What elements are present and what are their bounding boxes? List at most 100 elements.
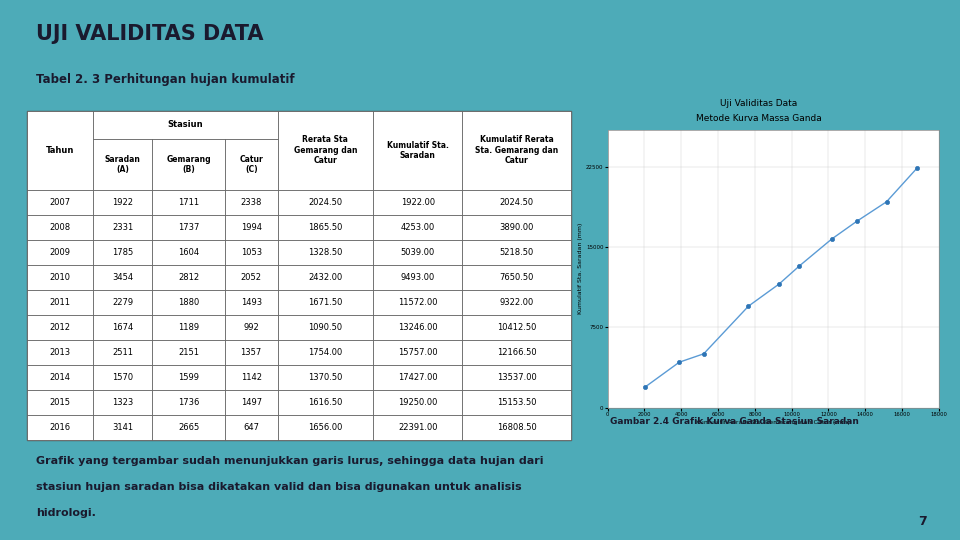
Text: 9322.00: 9322.00 <box>499 298 534 307</box>
Bar <box>277 415 373 440</box>
Text: 16808.50: 16808.50 <box>497 423 537 432</box>
Bar <box>93 390 153 415</box>
Text: 2665: 2665 <box>178 423 199 432</box>
Text: 2151: 2151 <box>178 348 199 357</box>
Text: 1674: 1674 <box>112 323 133 332</box>
Text: 2010: 2010 <box>49 273 70 282</box>
Bar <box>153 390 225 415</box>
Text: 15153.50: 15153.50 <box>497 398 537 407</box>
Bar <box>463 340 571 365</box>
Text: hidrologi.: hidrologi. <box>36 508 96 518</box>
Text: 2009: 2009 <box>49 248 70 257</box>
Bar <box>93 215 153 240</box>
Bar <box>93 340 153 365</box>
Bar <box>153 139 225 190</box>
Bar <box>27 315 93 340</box>
Bar <box>153 215 225 240</box>
Bar <box>153 290 225 315</box>
Text: 2279: 2279 <box>112 298 133 307</box>
Bar <box>93 265 153 290</box>
Bar <box>93 365 153 390</box>
Bar <box>27 365 93 390</box>
Text: 1711: 1711 <box>178 198 199 207</box>
Text: Kumulatif Sta.
Saradan: Kumulatif Sta. Saradan <box>387 140 448 160</box>
Text: 1785: 1785 <box>112 248 133 257</box>
Bar <box>153 415 225 440</box>
Bar <box>225 265 277 290</box>
Bar <box>373 340 463 365</box>
Text: 1497: 1497 <box>241 398 262 407</box>
Bar <box>27 190 93 215</box>
Bar <box>93 139 153 190</box>
Bar <box>277 190 373 215</box>
Text: 1922.00: 1922.00 <box>400 198 435 207</box>
Text: 7: 7 <box>918 515 926 528</box>
Text: 1616.50: 1616.50 <box>308 398 343 407</box>
Bar <box>93 240 153 265</box>
Bar <box>277 390 373 415</box>
Bar <box>225 340 277 365</box>
Text: 13246.00: 13246.00 <box>398 323 438 332</box>
Text: 1604: 1604 <box>178 248 199 257</box>
Bar <box>277 215 373 240</box>
Text: 2012: 2012 <box>49 323 70 332</box>
Text: Tabel 2. 3 Perhitungan hujan kumulatif: Tabel 2. 3 Perhitungan hujan kumulatif <box>36 73 295 86</box>
Text: Uji Validitas Data: Uji Validitas Data <box>720 99 797 108</box>
Text: 2052: 2052 <box>241 273 262 282</box>
Bar <box>27 390 93 415</box>
Text: 2008: 2008 <box>49 223 70 232</box>
Text: Stasiun: Stasiun <box>167 120 204 129</box>
Text: 2331: 2331 <box>112 223 133 232</box>
Bar <box>463 365 571 390</box>
Text: 9493.00: 9493.00 <box>400 273 435 282</box>
Text: 1323: 1323 <box>112 398 133 407</box>
Text: Saradan
(A): Saradan (A) <box>105 154 140 174</box>
Bar <box>93 190 153 215</box>
Bar <box>277 365 373 390</box>
Text: 2432.00: 2432.00 <box>308 273 343 282</box>
Bar <box>225 415 277 440</box>
Text: 2024.50: 2024.50 <box>308 198 343 207</box>
Bar <box>277 290 373 315</box>
Text: UJI VALIDITAS DATA: UJI VALIDITAS DATA <box>36 24 264 44</box>
Text: 1189: 1189 <box>178 323 199 332</box>
Text: 11572.00: 11572.00 <box>398 298 438 307</box>
Bar <box>93 111 277 139</box>
Text: 1671.50: 1671.50 <box>308 298 343 307</box>
Text: 1736: 1736 <box>178 398 200 407</box>
Text: 13537.00: 13537.00 <box>497 373 537 382</box>
Bar <box>225 365 277 390</box>
Y-axis label: Kumulatif Sta. Saradan (mm): Kumulatif Sta. Saradan (mm) <box>578 223 584 314</box>
Bar <box>153 265 225 290</box>
Text: Catur
(C): Catur (C) <box>239 154 263 174</box>
Bar <box>277 240 373 265</box>
Bar <box>373 265 463 290</box>
Text: 2014: 2014 <box>49 373 70 382</box>
Text: 1370.50: 1370.50 <box>308 373 343 382</box>
Bar <box>463 290 571 315</box>
Bar <box>373 315 463 340</box>
Text: 1922: 1922 <box>112 198 133 207</box>
Bar <box>463 415 571 440</box>
Text: Gambar 2.4 Grafik Kurva Ganda Stasiun Saradan: Gambar 2.4 Grafik Kurva Ganda Stasiun Sa… <box>610 417 858 426</box>
Text: 10412.50: 10412.50 <box>497 323 537 332</box>
Text: 1599: 1599 <box>178 373 199 382</box>
Text: 2007: 2007 <box>49 198 70 207</box>
Bar <box>153 315 225 340</box>
Text: 1880: 1880 <box>178 298 199 307</box>
Bar <box>463 390 571 415</box>
Bar <box>277 315 373 340</box>
Text: 1142: 1142 <box>241 373 262 382</box>
Bar <box>27 415 93 440</box>
Bar <box>225 240 277 265</box>
Bar <box>27 240 93 265</box>
Bar <box>277 340 373 365</box>
Bar <box>373 240 463 265</box>
Text: 647: 647 <box>243 423 259 432</box>
Bar <box>27 111 93 190</box>
Text: 1090.50: 1090.50 <box>308 323 343 332</box>
Text: 5039.00: 5039.00 <box>400 248 435 257</box>
Bar <box>373 415 463 440</box>
Text: 2011: 2011 <box>49 298 70 307</box>
Text: 3454: 3454 <box>112 273 133 282</box>
